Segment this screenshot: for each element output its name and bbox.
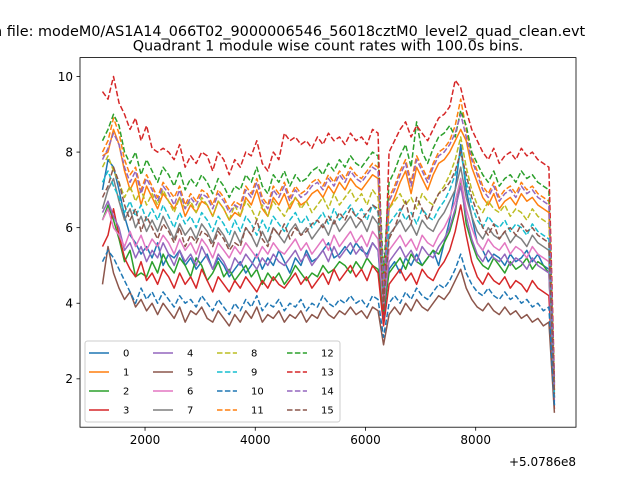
series-line-12	[101, 109, 556, 383]
series-line-6	[101, 177, 556, 398]
legend-label-8: 8	[251, 349, 257, 360]
y-tick-label: 2	[65, 372, 73, 386]
legend-label-5: 5	[187, 368, 193, 379]
series-line-2	[101, 177, 556, 398]
series-line-13	[101, 75, 556, 379]
x-tick-label: 8000	[460, 433, 491, 447]
series-line-9	[101, 151, 556, 394]
series-line-7	[101, 166, 556, 398]
legend-label-6: 6	[187, 387, 193, 398]
legend-label-14: 14	[321, 387, 334, 398]
legend-label-2: 2	[123, 387, 129, 398]
chart-title: Quadrant 1 module wise count rates with …	[133, 39, 524, 55]
figure-suptitle: n file: modeM0/AS1A14_066T02_9000006546_…	[0, 24, 586, 40]
y-axis: 2 4 6 8 10	[58, 70, 80, 386]
series-line-4	[101, 185, 556, 402]
series-line-10	[101, 249, 556, 406]
legend-label-9: 9	[251, 368, 257, 379]
legend-label-0: 0	[123, 349, 129, 360]
y-tick-label: 4	[65, 297, 73, 311]
legend-label-13: 13	[321, 368, 334, 379]
y-tick-label: 8	[65, 145, 73, 159]
legend-box	[84, 340, 341, 423]
legend-label-15: 15	[321, 406, 334, 417]
x-tick-label: 2000	[130, 433, 161, 447]
x-tick-label: 4000	[240, 433, 271, 447]
y-tick-label: 10	[58, 70, 73, 84]
legend-label-11: 11	[251, 406, 264, 417]
series-line-5	[101, 245, 556, 413]
y-tick-label: 6	[65, 221, 73, 235]
legend-label-3: 3	[123, 406, 129, 417]
series-line-3	[101, 204, 556, 410]
plot-lines	[101, 75, 556, 413]
series-line-14	[101, 113, 556, 387]
plot-frame	[79, 57, 577, 428]
legend-label-7: 7	[187, 406, 193, 417]
legend-label-10: 10	[251, 387, 264, 398]
series-line-15	[101, 151, 556, 394]
x-axis-offset-label: +5.0786e8	[509, 455, 576, 469]
series-line-8	[101, 136, 556, 391]
legend-label-12: 12	[321, 349, 334, 360]
series-line-11	[101, 98, 556, 387]
x-axis: 2000 4000 6000 8000	[130, 427, 491, 447]
legend-label-4: 4	[187, 349, 193, 360]
legend-label-1: 1	[123, 368, 129, 379]
x-tick-label: 6000	[350, 433, 381, 447]
